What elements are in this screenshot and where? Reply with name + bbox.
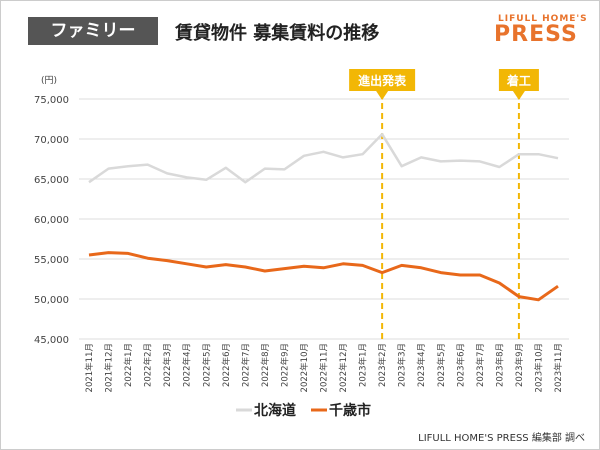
x-tick-label: 2023年9月 — [514, 343, 525, 387]
x-tick-label: 2022年5月 — [201, 343, 212, 387]
x-tick-label: 2022年8月 — [260, 343, 271, 387]
x-tick-label: 2022年4月 — [182, 343, 193, 387]
x-tick-label: 2022年9月 — [279, 343, 290, 387]
x-tick-label: 2021年11月 — [84, 343, 95, 392]
x-tick-label: 2022年3月 — [162, 343, 173, 387]
x-tick-label: 2023年10月 — [533, 343, 544, 392]
legend-label: 千歳市 — [329, 402, 371, 419]
x-tick-label: 2023年6月 — [455, 343, 466, 387]
y-tick-label: 55,000 — [34, 255, 69, 266]
event-arrow-icon — [512, 91, 525, 100]
y-tick-label: 45,000 — [34, 335, 69, 346]
x-tick-label: 2023年1月 — [358, 343, 369, 387]
logo-top: LIFULL HOME'S — [498, 14, 588, 24]
category-badge: ファミリー — [28, 17, 158, 45]
x-tick-label: 2022年6月 — [221, 343, 232, 387]
logo-bottom: PRESS — [494, 22, 578, 47]
x-tick-label: 2023年8月 — [494, 343, 505, 387]
event-label: 進出発表 — [358, 73, 407, 88]
y-axis-label: (円) — [41, 75, 57, 86]
page-title: 賃貸物件 募集賃料の推移 — [175, 23, 380, 44]
x-tick-label: 2022年2月 — [143, 343, 154, 387]
x-tick-label: 2023年5月 — [436, 343, 447, 387]
x-tick-label: 2022年7月 — [240, 343, 251, 387]
x-tick-label: 2023年7月 — [475, 343, 486, 387]
x-tick-label: 2023年2月 — [377, 343, 388, 387]
y-tick-label: 70,000 — [34, 135, 69, 146]
event-arrow-icon — [376, 91, 389, 100]
y-tick-label: 75,000 — [34, 95, 69, 106]
credit: LIFULL HOME'S PRESS 編集部 調べ — [418, 433, 585, 444]
series-line-1 — [88, 251, 559, 302]
y-tick-label: 50,000 — [34, 295, 69, 306]
x-tick-label: 2022年11月 — [319, 343, 330, 392]
x-tick-label: 2021年12月 — [104, 343, 115, 392]
x-tick-label: 2022年12月 — [338, 343, 349, 392]
y-tick-label: 65,000 — [34, 175, 69, 186]
series-line-0 — [88, 132, 559, 184]
event-label: 着工 — [506, 73, 531, 88]
x-tick-label: 2023年3月 — [397, 343, 408, 387]
y-tick-label: 60,000 — [34, 215, 69, 226]
legend-label: 北海道 — [254, 402, 296, 419]
event-label-box — [498, 69, 539, 91]
event-label-box — [349, 69, 416, 91]
x-tick-label: 2023年4月 — [416, 343, 427, 387]
x-tick-label: 2022年1月 — [123, 343, 134, 387]
x-tick-label: 2022年10月 — [299, 343, 310, 392]
x-tick-label: 2023年11月 — [553, 343, 564, 392]
